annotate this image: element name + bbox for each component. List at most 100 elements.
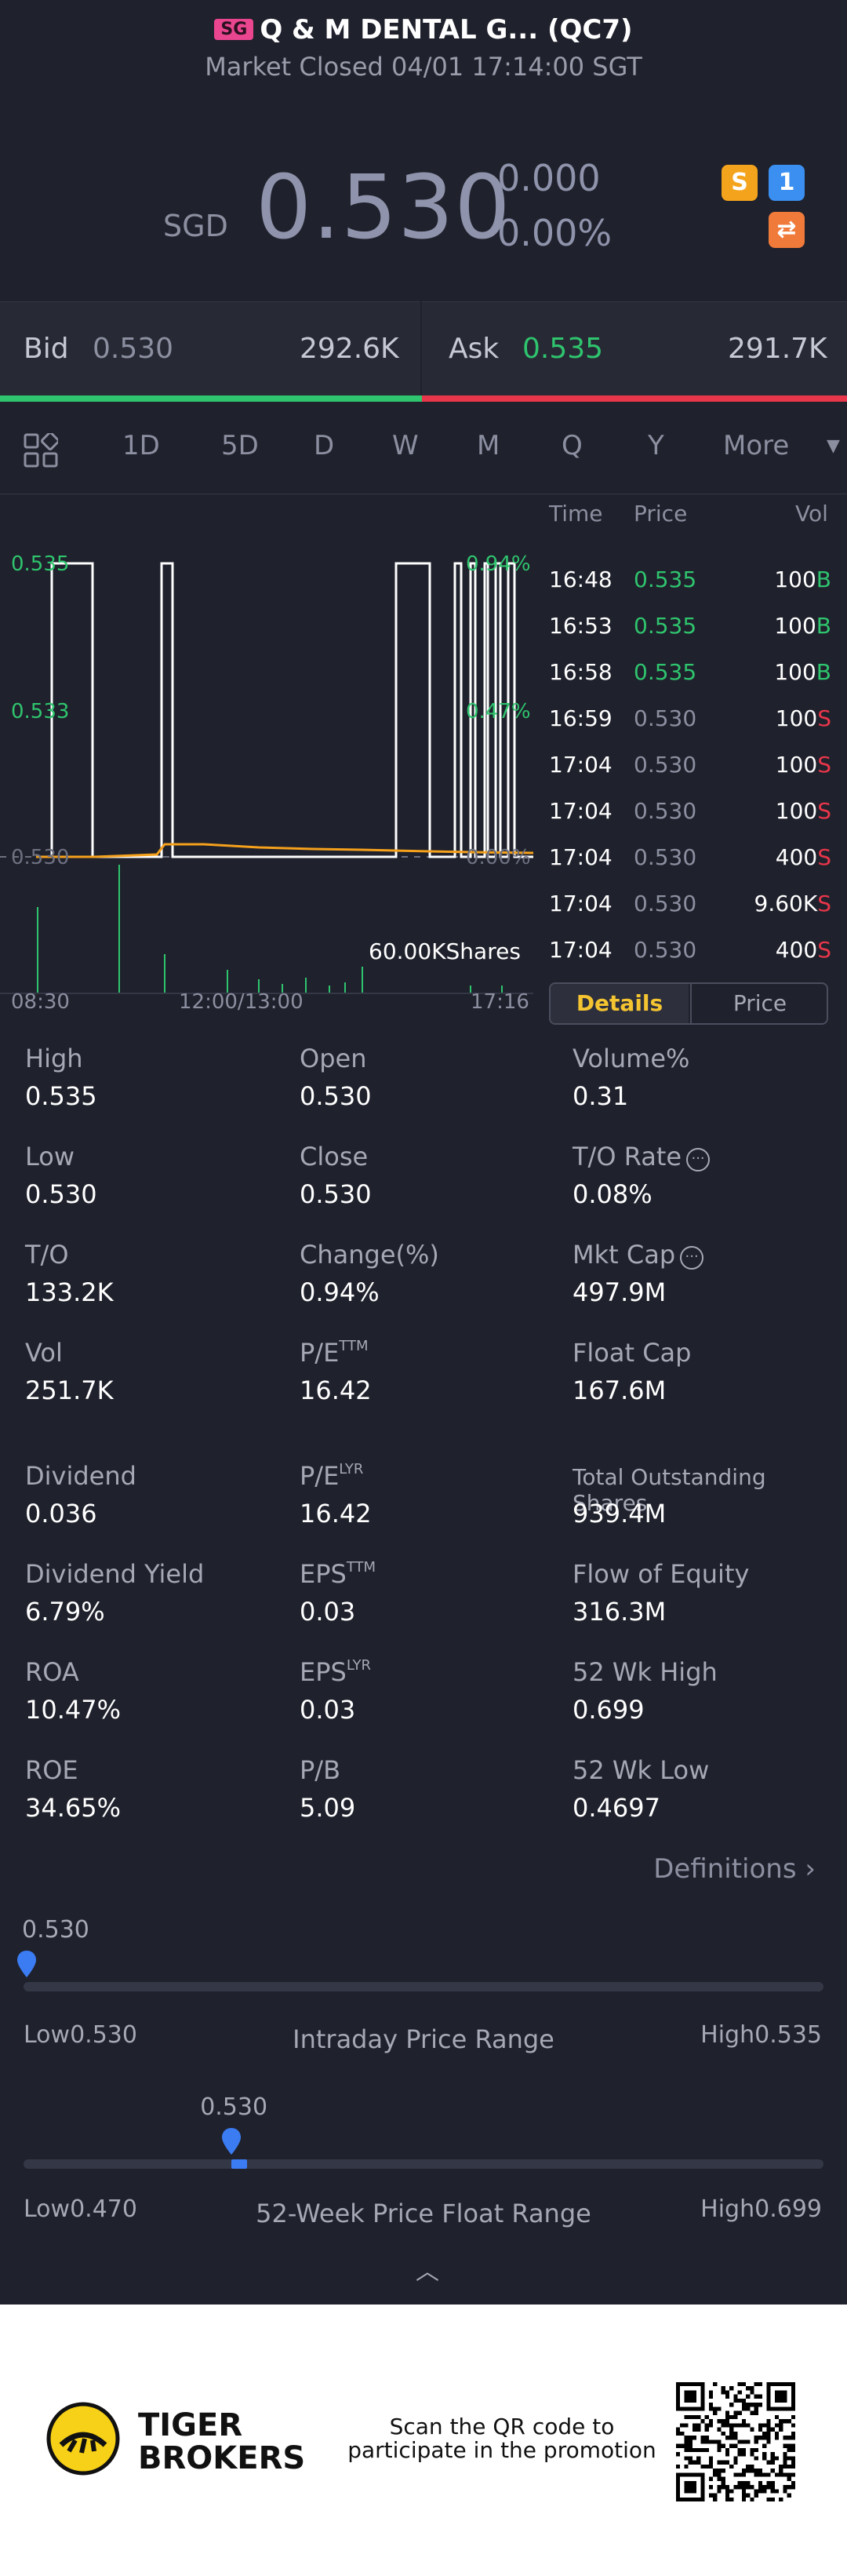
tick-volume: 100B xyxy=(774,567,831,592)
intraday-range-title: Intraday Price Range xyxy=(293,2024,554,2054)
info-icon[interactable]: ··· xyxy=(680,1246,704,1270)
stat-mkt-cap-label: Mkt Cap ··· xyxy=(573,1240,704,1270)
flash-icon[interactable]: 1 xyxy=(769,165,805,201)
swap-icon[interactable]: ⇄ xyxy=(769,212,805,248)
stat-to-rate-label: T/O Rate ··· xyxy=(573,1142,711,1171)
stat-change-pct-label: Change(%) xyxy=(300,1240,439,1270)
tick-time: 16:48 xyxy=(549,567,613,592)
stat-52wk-low-value: 0.4697 xyxy=(573,1793,660,1823)
promo-text-line2: participate in the promotion xyxy=(347,2437,656,2463)
tick-volume-value: 100 xyxy=(775,705,818,731)
tick-side: S xyxy=(817,844,831,870)
stat-to-label: T/O xyxy=(25,1240,69,1270)
tab-m[interactable]: M xyxy=(477,430,500,461)
last-price: 0.530 xyxy=(256,157,511,259)
52wk-low-label: Low xyxy=(24,2195,71,2223)
52wk-current-label: 0.530 xyxy=(200,2093,268,2121)
tab-more[interactable]: More xyxy=(723,430,790,461)
dollar-icon[interactable]: S xyxy=(722,165,758,201)
ask-label: Ask xyxy=(449,333,500,365)
intraday-chart[interactable] xyxy=(0,499,541,1017)
stat-to-value: 133.2K xyxy=(25,1277,114,1307)
eps-lyr-sup: LYR xyxy=(346,1657,371,1674)
y-label-high: 0.535 xyxy=(11,552,70,576)
stat-pe-lyr-value: 16.42 xyxy=(300,1499,372,1528)
definitions-link[interactable]: Definitions › xyxy=(653,1853,816,1885)
x-label-open: 08:30 xyxy=(11,990,70,1014)
tab-1d[interactable]: 1D xyxy=(122,430,160,461)
ask-price: 0.535 xyxy=(522,333,604,365)
tick-volume-value: 400 xyxy=(775,844,818,870)
52wk-range-track xyxy=(24,2159,823,2169)
bid-ask-panel[interactable] xyxy=(0,301,847,402)
price-tab[interactable]: Price xyxy=(690,984,827,1023)
to-rate-label-text: T/O Rate xyxy=(573,1142,682,1171)
stat-dividend-value: 0.036 xyxy=(25,1499,97,1528)
tick-volume: 400S xyxy=(776,937,831,963)
layout-grid-icon[interactable] xyxy=(24,433,58,468)
tiger-logo xyxy=(46,2402,120,2476)
52wk-high: High0.699 xyxy=(700,2195,822,2223)
tick-time: 16:58 xyxy=(549,659,613,685)
definitions-label: Definitions xyxy=(653,1853,797,1885)
stat-flow-equity-value: 316.3M xyxy=(573,1597,667,1627)
tick-volume-value: 100 xyxy=(774,659,816,685)
stat-total-shares-label: Total Outstanding Shares xyxy=(573,1464,766,1516)
stat-close-label: Close xyxy=(300,1142,369,1171)
pct-label-high: 0.94% xyxy=(466,552,531,576)
stat-mkt-cap-value: 497.9M xyxy=(573,1277,667,1307)
tick-volume: 100S xyxy=(776,798,831,824)
tick-price: 0.535 xyxy=(634,659,697,685)
tick-price: 0.530 xyxy=(634,844,697,870)
tab-5d[interactable]: 5D xyxy=(221,430,259,461)
exchange-badge: SG xyxy=(214,19,254,40)
stat-vol-label: Vol xyxy=(25,1338,63,1368)
ask-size: 291.7K xyxy=(728,333,827,365)
tick-time: 16:53 xyxy=(549,613,613,639)
tick-side: B xyxy=(816,567,831,592)
tick-volume: 100B xyxy=(774,659,831,685)
tick-row: 16:59 0.530 100S xyxy=(549,705,831,752)
tick-volume-value: 100 xyxy=(775,798,818,824)
stat-eps-lyr-label: EPSLYR xyxy=(300,1657,371,1687)
pe-ttm-sup: TTM xyxy=(339,1338,369,1354)
price-line xyxy=(36,562,533,858)
chart-period-tabs xyxy=(0,402,847,494)
52wk-range-title: 52-Week Price Float Range xyxy=(256,2199,591,2228)
volume-bars xyxy=(37,865,503,993)
currency-label: SGD xyxy=(163,209,228,243)
52wk-high-label: High xyxy=(700,2195,755,2223)
tick-time: 17:04 xyxy=(549,798,613,824)
tab-d[interactable]: D xyxy=(314,430,335,461)
52wk-low-value: 0.470 xyxy=(70,2195,137,2223)
tick-header-vol: Vol xyxy=(795,501,828,526)
stat-roa-label: ROA xyxy=(25,1657,79,1687)
tick-volume-value: 100 xyxy=(774,613,816,639)
stat-52wk-high-label: 52 Wk High xyxy=(573,1657,718,1687)
pct-label-low: 0.00% xyxy=(466,846,531,869)
intraday-range-track xyxy=(24,1982,823,1991)
stat-high-label: High xyxy=(25,1044,83,1073)
tick-side: S xyxy=(817,891,831,916)
tab-y[interactable]: Y xyxy=(648,430,664,461)
info-icon[interactable]: ··· xyxy=(686,1148,711,1171)
pct-label-mid: 0.47% xyxy=(466,700,531,723)
tick-price: 0.530 xyxy=(634,798,697,824)
tab-w[interactable]: W xyxy=(392,430,419,461)
details-tab[interactable]: Details xyxy=(551,984,689,1023)
stat-roe-value: 34.65% xyxy=(25,1793,122,1823)
bid-size: 292.6K xyxy=(300,333,399,365)
more-dropdown-icon[interactable]: ▼ xyxy=(827,436,840,456)
chevron-up-icon[interactable]: ︿ xyxy=(416,2258,439,2286)
stock-title: Q & M DENTAL G... (QC7) xyxy=(260,14,633,46)
tick-price: 0.530 xyxy=(634,705,697,731)
stat-open-value: 0.530 xyxy=(300,1081,372,1111)
bid-volume-bar xyxy=(0,395,422,402)
x-label-close: 17:16 xyxy=(471,990,529,1014)
tab-q[interactable]: Q xyxy=(562,430,583,461)
tick-time: 16:59 xyxy=(549,705,613,731)
stat-vol-value: 251.7K xyxy=(25,1375,114,1405)
intraday-high-value: 0.535 xyxy=(754,2021,822,2049)
intraday-low-value: 0.530 xyxy=(70,2021,137,2049)
market-status: Market Closed 04/01 17:14:00 SGT xyxy=(205,52,642,82)
